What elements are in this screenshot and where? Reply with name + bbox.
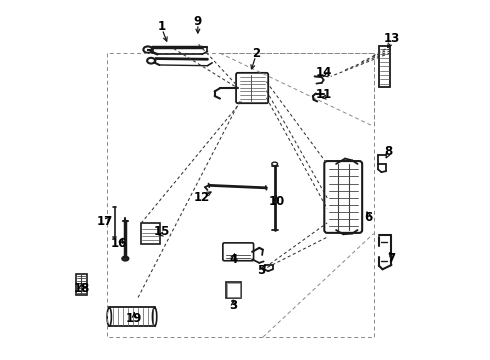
Text: 16: 16 bbox=[111, 237, 127, 250]
Bar bbox=[379, 46, 391, 87]
Text: 14: 14 bbox=[316, 66, 332, 79]
Text: 15: 15 bbox=[154, 225, 171, 238]
Ellipse shape bbox=[152, 307, 157, 326]
Text: 11: 11 bbox=[316, 88, 332, 101]
FancyBboxPatch shape bbox=[324, 161, 362, 233]
Bar bbox=[226, 282, 241, 298]
FancyBboxPatch shape bbox=[236, 73, 268, 103]
Text: 13: 13 bbox=[383, 32, 399, 45]
Text: 9: 9 bbox=[194, 14, 202, 27]
Ellipse shape bbox=[144, 46, 152, 53]
Ellipse shape bbox=[122, 256, 128, 261]
Ellipse shape bbox=[107, 307, 111, 326]
Bar bbox=[76, 274, 87, 295]
Text: 5: 5 bbox=[257, 264, 265, 276]
Ellipse shape bbox=[147, 58, 155, 64]
Text: 1: 1 bbox=[158, 20, 166, 33]
Text: 6: 6 bbox=[364, 211, 372, 224]
Text: 12: 12 bbox=[193, 191, 210, 204]
Text: 8: 8 bbox=[384, 145, 392, 158]
FancyBboxPatch shape bbox=[223, 243, 253, 261]
Text: 10: 10 bbox=[269, 195, 285, 208]
Bar bbox=[109, 307, 155, 327]
Text: 2: 2 bbox=[252, 47, 260, 60]
Ellipse shape bbox=[272, 162, 277, 166]
Bar bbox=[142, 223, 160, 244]
Text: 3: 3 bbox=[229, 299, 237, 312]
Text: 18: 18 bbox=[73, 283, 90, 296]
Text: 4: 4 bbox=[229, 253, 237, 266]
Bar bbox=[227, 283, 240, 297]
Text: 7: 7 bbox=[388, 252, 395, 265]
Text: 17: 17 bbox=[97, 215, 113, 228]
Text: 19: 19 bbox=[126, 312, 143, 325]
